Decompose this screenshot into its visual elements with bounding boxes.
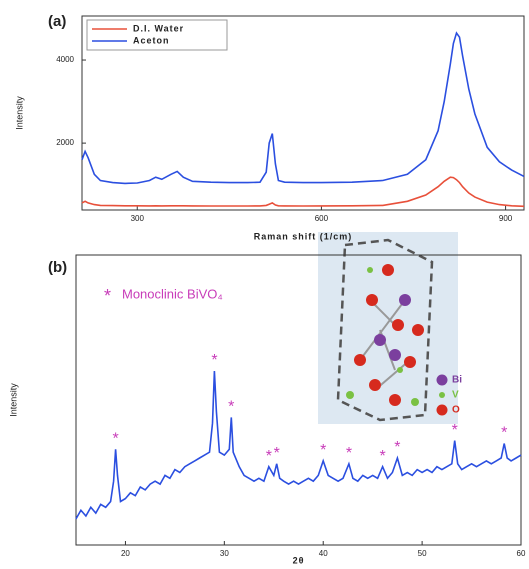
inset-legend-label: O bbox=[452, 405, 460, 416]
y-tick-label: 4000 bbox=[56, 55, 74, 64]
x-tick-label: 60 bbox=[517, 549, 526, 558]
inset-legend-label: V bbox=[452, 390, 459, 401]
y-axis-label: Intensity bbox=[14, 96, 24, 130]
peak-marker: * bbox=[320, 442, 326, 459]
x-tick-label: 900 bbox=[499, 214, 513, 223]
peak-marker: * bbox=[452, 422, 458, 439]
peak-marker: * bbox=[379, 448, 385, 465]
peak-marker: * bbox=[211, 352, 217, 369]
peak-marker: * bbox=[346, 445, 352, 462]
x-tick-label: 20 bbox=[121, 549, 130, 558]
x-tick-label: 30 bbox=[220, 549, 229, 558]
x-tick-label: 600 bbox=[315, 214, 329, 223]
legend-label: Aceton bbox=[133, 35, 170, 45]
x-axis-label: Raman shift (1/cm) bbox=[254, 231, 353, 241]
inset-legend-label: Bi bbox=[452, 375, 462, 386]
data-line bbox=[82, 177, 524, 206]
y-axis-label: Intensity bbox=[8, 383, 18, 417]
crystal-inset bbox=[318, 232, 458, 424]
peak-marker: * bbox=[274, 445, 280, 462]
peak-marker: * bbox=[112, 431, 118, 448]
peak-marker: * bbox=[228, 399, 234, 416]
panel-label: (a) bbox=[48, 13, 66, 30]
data-line bbox=[82, 33, 524, 183]
x-tick-label: 300 bbox=[131, 214, 145, 223]
panel-label: (b) bbox=[48, 259, 67, 276]
peak-marker: * bbox=[394, 439, 400, 456]
x-axis-label: 2θ bbox=[293, 555, 305, 564]
x-tick-label: 50 bbox=[418, 549, 427, 558]
legend-label: D.I. Water bbox=[133, 23, 184, 33]
figure: (a) 300 600 900 2000 4000 Raman shift (1/cm) In… bbox=[0, 0, 529, 564]
annotation-marker: * bbox=[104, 286, 111, 306]
peak-marker: * bbox=[266, 448, 272, 465]
inset-legend-dot bbox=[437, 375, 448, 386]
inset-legend-dot bbox=[439, 392, 445, 398]
annotation-text: Monoclinic BiVO₄ bbox=[122, 286, 223, 301]
y-tick-label: 2000 bbox=[56, 138, 74, 147]
x-tick-label: 40 bbox=[319, 549, 328, 558]
inset-legend-dot bbox=[437, 405, 448, 416]
peak-marker: * bbox=[501, 425, 507, 442]
